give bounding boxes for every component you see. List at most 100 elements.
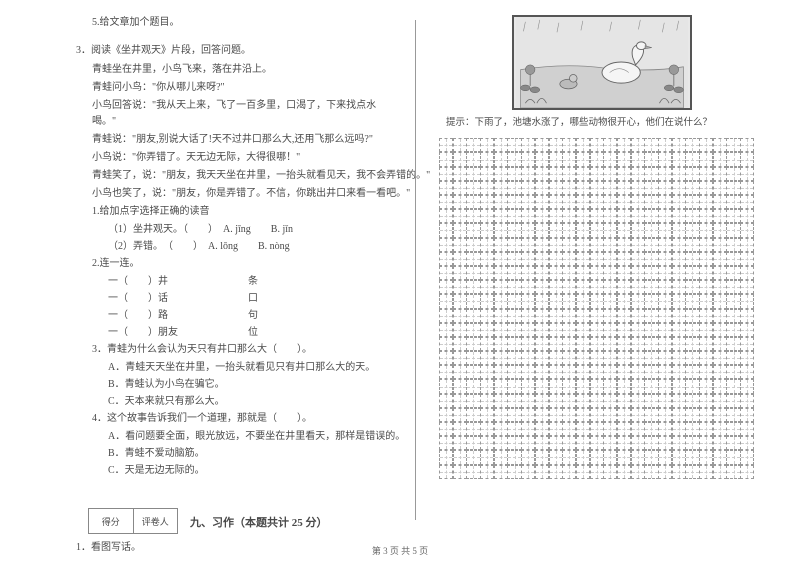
grid-cell[interactable]	[521, 181, 535, 195]
grid-cell[interactable]	[726, 266, 740, 280]
grid-cell[interactable]	[494, 436, 508, 450]
grid-cell[interactable]	[439, 223, 453, 237]
grid-cell[interactable]	[535, 365, 549, 379]
grid-cell[interactable]	[699, 450, 713, 464]
grid-cell[interactable]	[480, 223, 494, 237]
grid-cell[interactable]	[494, 181, 508, 195]
grid-cell[interactable]	[726, 436, 740, 450]
grid-cell[interactable]	[685, 195, 699, 209]
grid-cell[interactable]	[685, 294, 699, 308]
grid-cell[interactable]	[507, 223, 521, 237]
grid-cell[interactable]	[713, 167, 727, 181]
grid-cell[interactable]	[672, 152, 686, 166]
grid-cell[interactable]	[617, 280, 631, 294]
grid-cell[interactable]	[576, 422, 590, 436]
grid-cell[interactable]	[631, 238, 645, 252]
grid-cell[interactable]	[439, 309, 453, 323]
grid-cell[interactable]	[658, 280, 672, 294]
grid-cell[interactable]	[740, 450, 754, 464]
grid-cell[interactable]	[562, 323, 576, 337]
grid-cell[interactable]	[453, 337, 467, 351]
grid-cell[interactable]	[617, 181, 631, 195]
grid-cell[interactable]	[685, 436, 699, 450]
grid-cell[interactable]	[562, 394, 576, 408]
grid-cell[interactable]	[494, 167, 508, 181]
grid-cell[interactable]	[507, 365, 521, 379]
grid-cell[interactable]	[562, 309, 576, 323]
grid-cell[interactable]	[562, 223, 576, 237]
grid-cell[interactable]	[439, 181, 453, 195]
grid-cell[interactable]	[617, 394, 631, 408]
grid-cell[interactable]	[521, 252, 535, 266]
grid-cell[interactable]	[480, 152, 494, 166]
grid-cell[interactable]	[521, 238, 535, 252]
grid-cell[interactable]	[494, 351, 508, 365]
grid-cell[interactable]	[576, 280, 590, 294]
grid-cell[interactable]	[494, 465, 508, 479]
grid-cell[interactable]	[480, 351, 494, 365]
grid-cell[interactable]	[562, 181, 576, 195]
grid-cell[interactable]	[453, 195, 467, 209]
grid-cell[interactable]	[590, 394, 604, 408]
grid-cell[interactable]	[685, 223, 699, 237]
grid-cell[interactable]	[480, 181, 494, 195]
grid-cell[interactable]	[494, 294, 508, 308]
grid-cell[interactable]	[494, 337, 508, 351]
grid-cell[interactable]	[617, 436, 631, 450]
grid-cell[interactable]	[549, 195, 563, 209]
grid-cell[interactable]	[699, 379, 713, 393]
grid-cell[interactable]	[726, 394, 740, 408]
grid-cell[interactable]	[466, 379, 480, 393]
grid-cell[interactable]	[685, 337, 699, 351]
grid-cell[interactable]	[617, 408, 631, 422]
grid-cell[interactable]	[549, 280, 563, 294]
grid-cell[interactable]	[658, 450, 672, 464]
grid-cell[interactable]	[549, 465, 563, 479]
grid-cell[interactable]	[658, 252, 672, 266]
grid-cell[interactable]	[644, 294, 658, 308]
grid-cell[interactable]	[562, 436, 576, 450]
grid-cell[interactable]	[740, 252, 754, 266]
grid-cell[interactable]	[672, 138, 686, 152]
grid-cell[interactable]	[453, 238, 467, 252]
grid-cell[interactable]	[617, 195, 631, 209]
grid-cell[interactable]	[658, 152, 672, 166]
grid-cell[interactable]	[699, 181, 713, 195]
grid-cell[interactable]	[713, 323, 727, 337]
grid-cell[interactable]	[699, 195, 713, 209]
grid-cell[interactable]	[726, 465, 740, 479]
grid-cell[interactable]	[494, 365, 508, 379]
grid-cell[interactable]	[685, 280, 699, 294]
grid-cell[interactable]	[562, 294, 576, 308]
grid-cell[interactable]	[494, 422, 508, 436]
grid-cell[interactable]	[535, 323, 549, 337]
grid-cell[interactable]	[480, 379, 494, 393]
grid-cell[interactable]	[685, 238, 699, 252]
grid-cell[interactable]	[466, 209, 480, 223]
grid-cell[interactable]	[480, 408, 494, 422]
grid-cell[interactable]	[740, 167, 754, 181]
grid-cell[interactable]	[521, 394, 535, 408]
grid-cell[interactable]	[535, 450, 549, 464]
grid-cell[interactable]	[603, 309, 617, 323]
grid-cell[interactable]	[644, 394, 658, 408]
grid-cell[interactable]	[466, 394, 480, 408]
grid-cell[interactable]	[439, 266, 453, 280]
grid-cell[interactable]	[713, 280, 727, 294]
grid-cell[interactable]	[453, 138, 467, 152]
grid-cell[interactable]	[549, 252, 563, 266]
grid-cell[interactable]	[466, 309, 480, 323]
grid-cell[interactable]	[590, 408, 604, 422]
grid-cell[interactable]	[740, 152, 754, 166]
grid-cell[interactable]	[603, 422, 617, 436]
grid-cell[interactable]	[644, 223, 658, 237]
grid-cell[interactable]	[521, 422, 535, 436]
grid-cell[interactable]	[631, 394, 645, 408]
grid-cell[interactable]	[603, 252, 617, 266]
grid-cell[interactable]	[603, 365, 617, 379]
grid-cell[interactable]	[603, 280, 617, 294]
grid-cell[interactable]	[549, 408, 563, 422]
grid-cell[interactable]	[480, 280, 494, 294]
grid-cell[interactable]	[672, 408, 686, 422]
grid-cell[interactable]	[466, 408, 480, 422]
